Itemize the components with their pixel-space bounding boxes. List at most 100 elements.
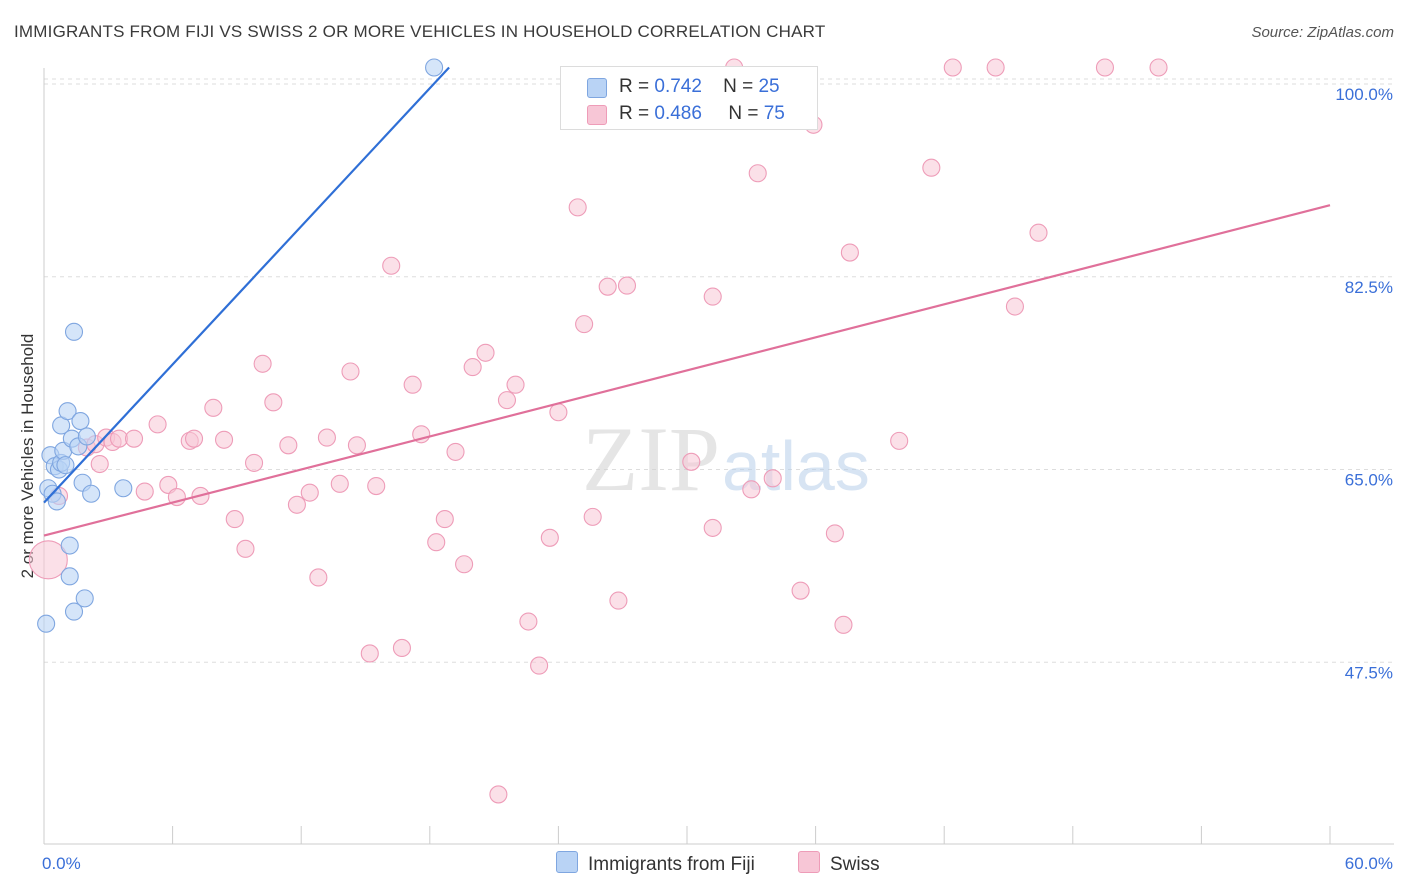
fiji-point [60, 536, 79, 555]
tick-labels: 47.5% 65.0% 82.5% 100.0% 0.0% 60.0% [42, 85, 1393, 873]
swiss-point [253, 354, 272, 373]
swiss-point [583, 507, 602, 526]
legend-fiji-n-label: N = [723, 76, 754, 97]
swiss-point [598, 277, 617, 296]
fiji-point [75, 589, 94, 608]
swiss-point [184, 429, 204, 448]
swiss-point [463, 358, 482, 377]
swiss-point [264, 393, 283, 412]
swiss-point [435, 510, 454, 529]
fiji-point [82, 484, 101, 503]
swiss-point [90, 454, 109, 474]
legend-fiji-r-value: 0.742 [654, 76, 702, 97]
legend-swiss-r-value: 0.486 [654, 103, 702, 124]
swiss-point [225, 510, 244, 529]
swiss-point [287, 495, 306, 514]
swiss-point [367, 476, 386, 496]
swiss-point [530, 656, 549, 675]
y-tick-label: 47.5% [1345, 663, 1393, 682]
swiss-point [124, 429, 144, 448]
legend-swiss-n-label: N = [728, 103, 759, 124]
swiss-point [204, 398, 223, 417]
swiss-point [617, 276, 637, 295]
fiji-point [71, 412, 90, 431]
swiss-point [403, 375, 422, 394]
legend: R = 0.742 N = 25 R = 0.486 N = 75 [560, 66, 818, 130]
swiss-point [1005, 297, 1024, 316]
swiss-point [330, 474, 349, 493]
gridlines [44, 78, 1394, 663]
swiss-point [682, 452, 701, 471]
fiji-point [64, 322, 84, 341]
swiss-point [341, 362, 360, 381]
y-tick-label: 82.5% [1345, 278, 1393, 297]
swiss-point [1095, 58, 1114, 77]
swiss-point [986, 58, 1005, 77]
swiss-point [834, 615, 853, 634]
legend-swiss-n-value: 75 [763, 103, 785, 124]
swiss-points [28, 58, 1168, 804]
swiss-point [214, 430, 234, 449]
bottom-legend-label-swiss: Swiss [830, 854, 880, 875]
swiss-point [890, 431, 909, 450]
swiss-point [825, 524, 844, 543]
swiss-point [446, 442, 465, 461]
legend-swatch-fiji [587, 78, 607, 98]
swiss-point [519, 612, 538, 631]
fiji-point [56, 456, 75, 475]
legend-swatch-swiss [587, 105, 607, 125]
swiss-point [148, 415, 167, 434]
trendlines [43, 66, 1331, 537]
source-label: Source: ZipAtlas.com [1251, 24, 1394, 41]
swiss-point [309, 568, 328, 587]
swiss-point [1029, 223, 1048, 242]
swiss-point [943, 58, 962, 77]
fiji-points [37, 58, 444, 633]
legend-fiji-n-value: 25 [758, 76, 780, 97]
swiss-point [347, 436, 366, 455]
swiss-point [392, 638, 411, 657]
swiss-trendline [43, 204, 1331, 537]
swiss-point [279, 436, 298, 455]
swiss-point [360, 644, 379, 663]
swiss-point [609, 591, 628, 610]
swiss-point [540, 528, 559, 547]
swiss-point [1149, 58, 1168, 77]
swiss-point [476, 343, 495, 362]
swiss-point [840, 243, 859, 262]
swiss-point [703, 287, 722, 306]
bottom-legend-swiss: Swiss [798, 851, 880, 876]
swiss-point [568, 198, 587, 217]
fiji-point [64, 602, 84, 621]
bottom-legend-fiji: Immigrants from Fiji [556, 851, 755, 876]
swiss-point [575, 315, 594, 334]
fiji-point [58, 402, 77, 421]
swiss-point [497, 391, 517, 410]
fiji-point [47, 492, 66, 511]
swiss-point [109, 429, 129, 448]
swiss-point [427, 533, 446, 552]
swiss-point [382, 256, 401, 275]
fiji-point [114, 479, 133, 498]
swiss-point [455, 555, 474, 574]
y-tick-label: 100.0% [1335, 85, 1393, 104]
x-tick-label-max: 60.0% [1345, 854, 1393, 873]
fiji-trendline [43, 66, 450, 504]
fiji-point [60, 567, 79, 586]
swiss-point [791, 581, 810, 600]
swiss-point [742, 480, 761, 499]
swiss-point [922, 158, 941, 177]
swiss-point [763, 469, 782, 488]
legend-swiss-r-label: R = [619, 103, 650, 124]
swiss-point [236, 539, 255, 558]
swiss-point [317, 428, 336, 447]
swiss-point [703, 518, 722, 537]
swiss-point [748, 164, 767, 183]
swiss-point [300, 483, 319, 502]
y-tick-label: 65.0% [1345, 471, 1393, 490]
fiji-point [425, 58, 444, 77]
axes [43, 68, 1394, 845]
bottom-legend-swatch-swiss [798, 851, 820, 873]
swiss-point [549, 403, 568, 422]
